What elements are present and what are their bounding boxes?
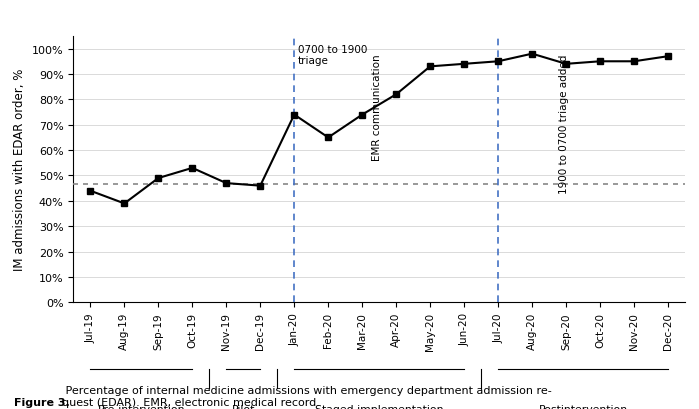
Text: Staged implementation: Staged implementation bbox=[315, 404, 443, 409]
Text: 1900 to 0700 triage added: 1900 to 0700 triage added bbox=[559, 54, 569, 193]
Text: 0700 to 1900
triage: 0700 to 1900 triage bbox=[298, 45, 367, 66]
Text: Percentage of internal medicine admissions with emergency department admission r: Percentage of internal medicine admissio… bbox=[62, 385, 552, 407]
Text: Figure 3.: Figure 3. bbox=[14, 397, 70, 407]
Text: EMR communication: EMR communication bbox=[373, 54, 382, 161]
Text: Postintervention: Postintervention bbox=[538, 404, 628, 409]
Y-axis label: IM admissions with EDAR order, %: IM admissions with EDAR order, % bbox=[13, 69, 27, 271]
Text: Pilot: Pilot bbox=[231, 404, 255, 409]
Text: Pre-intervention: Pre-intervention bbox=[98, 404, 185, 409]
